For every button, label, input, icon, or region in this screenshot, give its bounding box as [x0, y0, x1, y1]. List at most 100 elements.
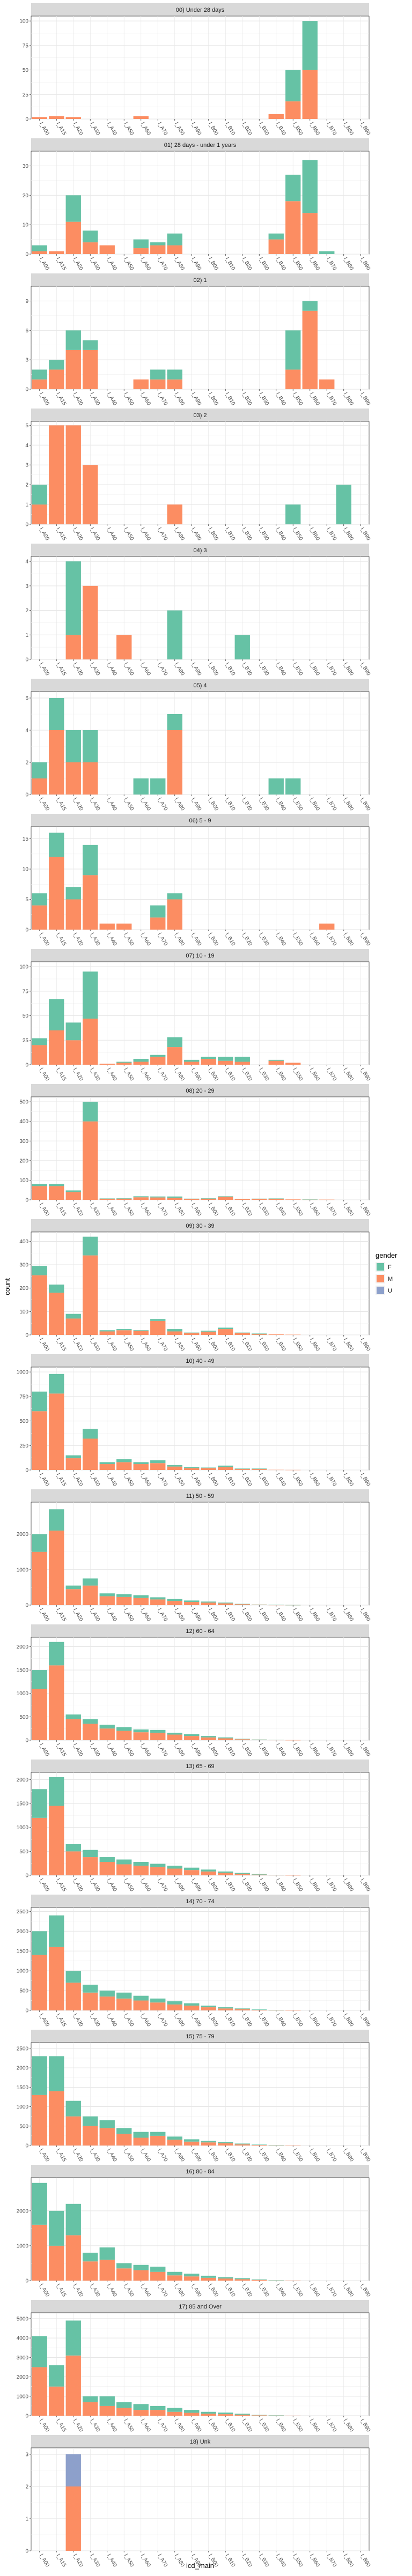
x-tick-label: I_A30 — [89, 932, 101, 947]
x-tick-label: I_A70 — [157, 932, 169, 947]
x-tick-label: I_A40 — [106, 2283, 118, 2298]
x-tick-label: I_B10 — [224, 932, 237, 947]
legend-label: M — [388, 1276, 393, 1282]
bar-segment-F — [234, 2414, 250, 2415]
bar-segment-M — [201, 1602, 216, 1605]
x-tick-label: I_B30 — [258, 1472, 270, 1488]
bar-segment-F — [32, 893, 47, 905]
x-tick-label: I_B10 — [224, 662, 237, 677]
x-tick-label: I_A90 — [190, 1337, 203, 1353]
x-tick-label: I_B90 — [359, 662, 372, 677]
bar-segment-M — [218, 1603, 233, 1605]
x-tick-label: I_A90 — [190, 1472, 203, 1488]
x-tick-label: I_B30 — [258, 1877, 270, 1893]
plot-panel — [31, 826, 370, 930]
y-tick-label: 0 — [25, 1333, 28, 1339]
bar-segment-M — [65, 2486, 81, 2551]
facet-panel: 00) Under 28 days 0 25 50 75 100 I_A00 I_A15 I_A… — [19, 3, 371, 137]
x-tick-label: I_A70 — [157, 2553, 169, 2568]
x-tick-label: I_B10 — [224, 1877, 237, 1893]
x-tick-label: I_B80 — [342, 2418, 355, 2433]
x-tick-label: I_A30 — [89, 2148, 101, 2163]
bar-segment-F — [32, 485, 47, 505]
x-tick-label: I_A80 — [173, 2418, 186, 2433]
bar-segment-F — [167, 610, 182, 659]
bar-segment-M — [252, 1334, 267, 1335]
bar-segment-M — [49, 1665, 64, 1740]
y-tick-label: 2000 — [17, 1777, 29, 1783]
bar-segment-M — [268, 114, 284, 119]
bar-segment-F — [116, 2402, 132, 2408]
bar-segment-F — [133, 2404, 149, 2410]
x-tick-label: I_A50 — [123, 1877, 135, 1893]
facet-panel: 07) 10 - 19 0 25 50 75 100 I_A00 I_A15 I_A20 I_A3… — [19, 949, 371, 1082]
x-tick-label: I_A60 — [139, 797, 152, 812]
x-tick-label: I_A30 — [89, 256, 101, 272]
x-tick-label: I_B60 — [308, 1067, 321, 1082]
y-tick-label: 2000 — [17, 2374, 29, 2380]
x-tick-label: I_B00 — [207, 1472, 219, 1488]
x-tick-label: I_A40 — [106, 1877, 118, 1893]
x-tick-label: I_A50 — [123, 1472, 135, 1488]
facet-title: 01) 28 days - under 1 years — [164, 142, 237, 149]
bar-segment-F — [167, 233, 182, 246]
x-tick-label: I_A70 — [157, 391, 169, 407]
x-tick-label: I_A80 — [173, 1202, 186, 1218]
x-tick-label: I_B50 — [292, 1472, 304, 1488]
bar-segment-F — [336, 485, 351, 524]
x-tick-label: I_A60 — [139, 2148, 152, 2163]
bar-segment-F — [116, 1859, 132, 1865]
bar-segment-F — [32, 1670, 47, 1689]
x-tick-label: I_B50 — [292, 2418, 304, 2433]
x-tick-label: I_A40 — [106, 256, 118, 272]
y-tick-label: 1500 — [17, 2085, 29, 2091]
bar-segment-F — [218, 1871, 233, 1873]
y-tick-label: 2 — [25, 608, 28, 614]
x-tick-label: I_A15 — [55, 1877, 68, 1893]
bar-segment-F — [150, 1597, 166, 1600]
x-tick-label: I_A20 — [72, 1742, 84, 1758]
x-tick-label: I_B50 — [292, 2283, 304, 2298]
bar-segment-F — [99, 1593, 115, 1597]
bar-segment-F — [49, 1184, 64, 1186]
x-tick-label: I_A60 — [139, 1067, 152, 1082]
y-tick-label: 0 — [25, 657, 28, 663]
bar-segment-F — [167, 369, 182, 380]
bar-segment-F — [150, 1319, 166, 1321]
x-tick-label: I_B80 — [342, 1067, 355, 1082]
y-tick-label: 4 — [25, 443, 28, 449]
y-tick-label: 0 — [25, 792, 28, 798]
bar-segment-M — [184, 2006, 200, 2010]
bar-segment-M — [150, 917, 166, 930]
x-tick-label: I_B60 — [308, 2553, 321, 2568]
bar-segment-F — [150, 1055, 166, 1057]
bar-segment-F — [150, 369, 166, 380]
x-tick-label: I_B80 — [342, 1202, 355, 1218]
plot-panel — [31, 286, 370, 390]
bar-segment-M — [167, 1868, 182, 1875]
y-tick-label: 15 — [23, 836, 29, 842]
bar-segment-F — [32, 369, 47, 380]
bar-segment-M — [201, 1871, 216, 1875]
x-tick-label: I_A00 — [38, 1337, 50, 1353]
y-tick-label: 0 — [25, 387, 28, 393]
facet-panel: 12) 60 - 64 0 500 1000 1500 2000 I_A00 I_A15 I_A… — [17, 1624, 371, 1758]
plot-panel — [31, 421, 370, 525]
bar-segment-M — [83, 1438, 98, 1470]
y-tick-label: 4 — [25, 728, 28, 734]
x-tick-label: I_B30 — [258, 1337, 270, 1353]
bar-segment-M — [32, 1045, 47, 1065]
bar-segment-M — [150, 1599, 166, 1605]
x-tick-label: I_A70 — [157, 2283, 169, 2298]
x-tick-label: I_A90 — [190, 662, 203, 677]
x-tick-label: I_A00 — [38, 1472, 50, 1488]
bar-segment-M — [83, 1019, 98, 1065]
y-tick-label: 2000 — [17, 1929, 29, 1935]
bar-segment-M — [65, 635, 81, 659]
facet-title: 12) 60 - 64 — [186, 1628, 214, 1635]
x-tick-label: I_A80 — [173, 797, 186, 812]
x-tick-label: I_B50 — [292, 2013, 304, 2028]
bar-segment-M — [116, 1330, 132, 1335]
facet-title: 07) 10 - 19 — [186, 953, 214, 959]
